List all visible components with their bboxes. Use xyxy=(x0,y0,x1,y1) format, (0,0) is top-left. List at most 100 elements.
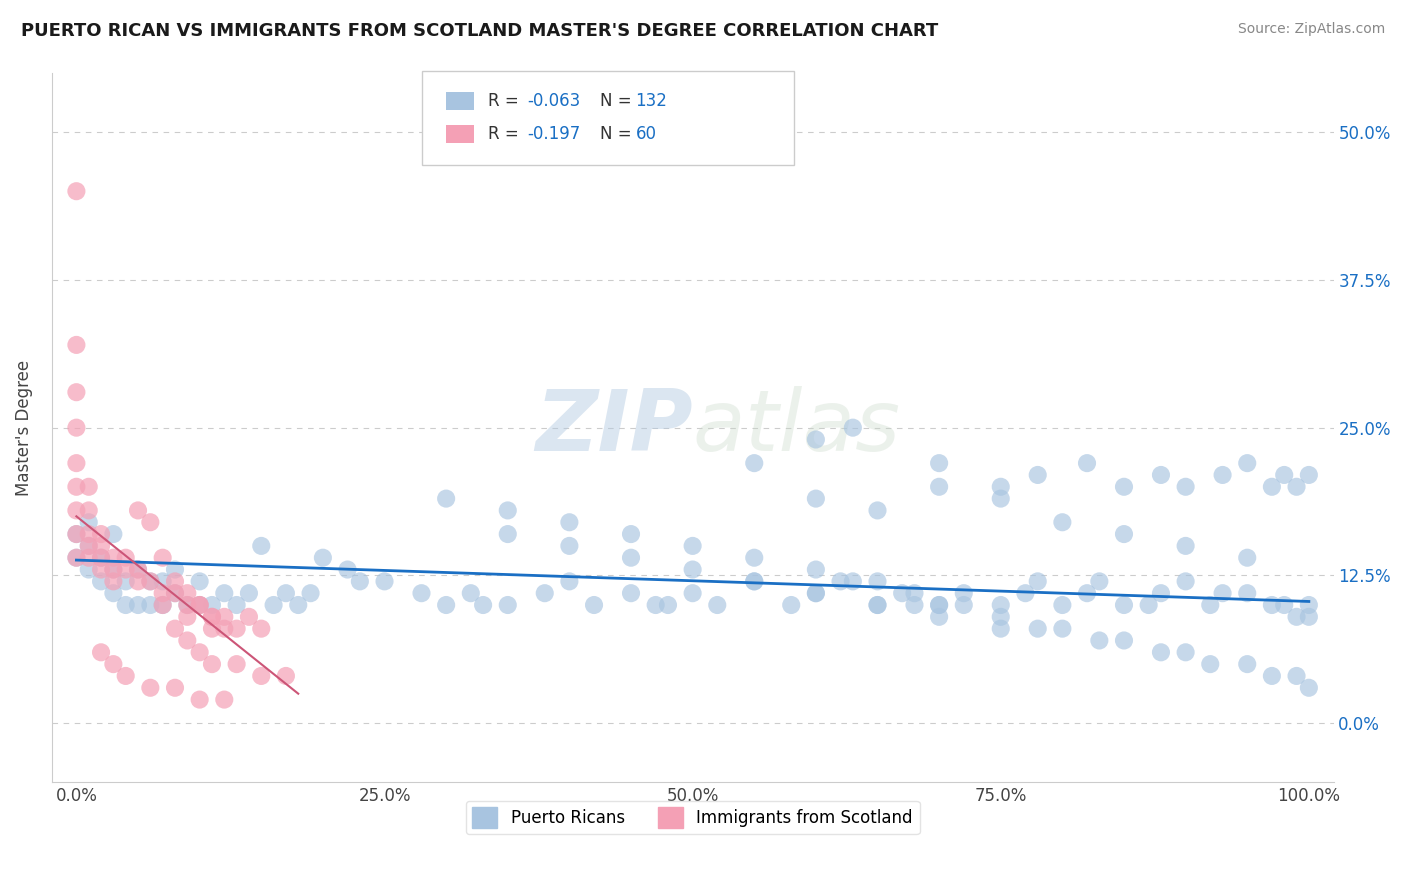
Point xyxy=(176,610,198,624)
Point xyxy=(163,586,186,600)
Point xyxy=(65,550,87,565)
Point xyxy=(804,433,827,447)
Point xyxy=(1026,574,1049,589)
Point xyxy=(1272,598,1295,612)
Point xyxy=(928,610,950,624)
Point xyxy=(188,692,211,706)
Point xyxy=(1174,539,1197,553)
Point xyxy=(1026,622,1049,636)
Point xyxy=(201,657,224,672)
Point xyxy=(903,598,925,612)
Text: N =: N = xyxy=(600,92,631,110)
Text: -0.063: -0.063 xyxy=(527,92,581,110)
Point xyxy=(201,610,224,624)
Point xyxy=(127,562,149,576)
Point xyxy=(1285,480,1308,494)
Point xyxy=(90,550,112,565)
Point xyxy=(176,598,198,612)
Point xyxy=(804,586,827,600)
Point xyxy=(90,527,112,541)
Point xyxy=(1261,669,1284,683)
Point xyxy=(103,527,125,541)
Point xyxy=(1174,574,1197,589)
Point xyxy=(496,503,519,517)
Point xyxy=(742,574,765,589)
Point xyxy=(152,550,174,565)
Text: R =: R = xyxy=(488,92,519,110)
Point xyxy=(1199,657,1222,672)
Point xyxy=(163,574,186,589)
Point xyxy=(928,598,950,612)
Point xyxy=(1052,622,1074,636)
Point xyxy=(250,622,273,636)
Point xyxy=(1236,586,1258,600)
Point xyxy=(1088,633,1111,648)
Point xyxy=(1088,574,1111,589)
Point xyxy=(1261,480,1284,494)
Point xyxy=(1137,598,1160,612)
Point xyxy=(1298,610,1320,624)
Point xyxy=(77,539,100,553)
Point xyxy=(225,598,247,612)
Point xyxy=(558,574,581,589)
Point xyxy=(152,574,174,589)
Point xyxy=(127,574,149,589)
Point xyxy=(103,586,125,600)
Point xyxy=(214,622,236,636)
Point xyxy=(1199,598,1222,612)
Y-axis label: Master's Degree: Master's Degree xyxy=(15,359,32,496)
Point xyxy=(1285,610,1308,624)
Point xyxy=(90,550,112,565)
Point xyxy=(434,491,457,506)
Point xyxy=(620,586,643,600)
Point xyxy=(114,574,136,589)
Point xyxy=(990,622,1012,636)
Point xyxy=(891,586,914,600)
Text: 60: 60 xyxy=(636,125,657,143)
Point xyxy=(349,574,371,589)
Point xyxy=(114,562,136,576)
Point xyxy=(620,527,643,541)
Point xyxy=(65,456,87,470)
Point xyxy=(188,645,211,659)
Point xyxy=(139,598,162,612)
Point xyxy=(1052,515,1074,529)
Point xyxy=(804,586,827,600)
Point xyxy=(274,586,297,600)
Point xyxy=(263,598,285,612)
Text: atlas: atlas xyxy=(693,386,901,469)
Point xyxy=(90,562,112,576)
Point xyxy=(1014,586,1036,600)
Point xyxy=(1112,633,1135,648)
Point xyxy=(238,610,260,624)
Point xyxy=(1174,480,1197,494)
Point xyxy=(990,491,1012,506)
Point xyxy=(1272,467,1295,482)
Point xyxy=(952,586,974,600)
Point xyxy=(1076,456,1098,470)
Point xyxy=(274,669,297,683)
Point xyxy=(866,598,889,612)
Point xyxy=(65,184,87,198)
Point xyxy=(225,622,247,636)
Point xyxy=(558,539,581,553)
Point xyxy=(90,574,112,589)
Point xyxy=(65,385,87,400)
Point xyxy=(77,539,100,553)
Point xyxy=(103,574,125,589)
Point xyxy=(225,657,247,672)
Point xyxy=(65,420,87,434)
Point xyxy=(373,574,395,589)
Point xyxy=(434,598,457,612)
Point xyxy=(928,480,950,494)
Text: ZIP: ZIP xyxy=(536,386,693,469)
Point xyxy=(103,550,125,565)
Text: -0.197: -0.197 xyxy=(527,125,581,143)
Point xyxy=(127,562,149,576)
Point xyxy=(336,562,359,576)
Point xyxy=(1212,586,1234,600)
Point xyxy=(201,622,224,636)
Point xyxy=(472,598,495,612)
Point xyxy=(176,633,198,648)
Point xyxy=(103,562,125,576)
